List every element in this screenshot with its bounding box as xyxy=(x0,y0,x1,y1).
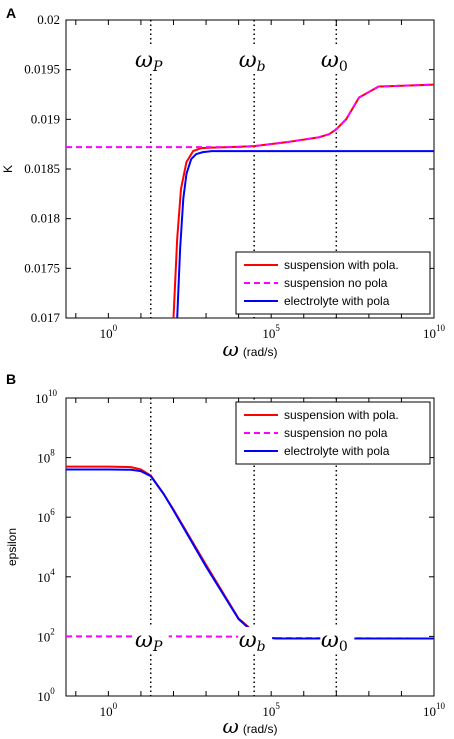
x-tick-label: 100 xyxy=(100,323,118,341)
x-tick-label-exp: 10 xyxy=(436,701,446,711)
y-tick-label: 1010 xyxy=(35,388,58,406)
marker-label-omega-0: ω0 xyxy=(321,628,348,655)
series-group xyxy=(66,83,434,318)
marker-label-bg xyxy=(238,47,273,73)
panel-label: B xyxy=(6,371,16,387)
marker-label-omega-P: ωP xyxy=(135,48,163,75)
marker-label-bg xyxy=(238,627,273,653)
x-axis-symbol: ω xyxy=(223,714,239,738)
y-tick-label: 0.0195 xyxy=(24,62,60,77)
y-tick-label: 102 xyxy=(37,626,55,644)
legend-label-0: suspension with pola. xyxy=(284,258,399,272)
marker-label-bg xyxy=(134,627,169,653)
legend-label-1: suspension no pola xyxy=(284,276,388,290)
y-tick-label-exp: 0 xyxy=(50,686,55,696)
y-tick-label-base: 10 xyxy=(37,629,50,644)
marker-symbol: ω xyxy=(135,48,153,73)
y-tick-label-base: 10 xyxy=(35,391,48,406)
x-tick-label: 100 xyxy=(100,701,118,719)
y-tick-label: 100 xyxy=(37,686,55,704)
legend: suspension with pola. suspension no pola e… xyxy=(235,401,431,465)
y-tick-label: 106 xyxy=(37,507,55,525)
marker-label-bg xyxy=(134,47,169,73)
legend-label-2: electrolyte with pola xyxy=(284,294,390,308)
marker-label-omega-P: ωP xyxy=(135,628,163,655)
marker-symbol: ω xyxy=(239,48,257,73)
y-axis-label: epsilon xyxy=(5,528,19,566)
series-line-2 xyxy=(176,150,434,318)
marker-subscript: P xyxy=(152,639,163,655)
y-tick-label: 0.0185 xyxy=(24,161,60,176)
marker-subscript: b xyxy=(257,59,266,75)
x-tick-label-exp: 10 xyxy=(436,323,446,333)
legend-box xyxy=(235,401,431,465)
y-tick-label: 104 xyxy=(37,567,55,585)
marker-label-omega-b: ωb xyxy=(239,48,266,75)
y-tick-label-exp: 4 xyxy=(50,567,55,577)
x-tick-label: 1010 xyxy=(423,323,446,341)
y-tick-label: 0.02 xyxy=(37,12,60,27)
marker-label-omega-b: ωb xyxy=(239,628,266,655)
x-tick-label-exp: 0 xyxy=(113,323,118,333)
y-tick-label: 108 xyxy=(37,448,55,466)
y-tick-label-base: 10 xyxy=(37,689,50,704)
marker-symbol: ω xyxy=(239,628,257,653)
marker-symbol: ω xyxy=(135,628,153,653)
marker-subscript: b xyxy=(257,639,266,655)
panel-label: A xyxy=(6,5,16,21)
x-tick-label-base: 10 xyxy=(100,326,113,341)
marker-symbol: ω xyxy=(321,628,339,653)
marker-subscript: 0 xyxy=(339,59,348,75)
x-axis-symbol: ω xyxy=(223,337,239,361)
marker-subscript: 0 xyxy=(339,639,348,655)
y-tick-label-base: 10 xyxy=(37,451,50,466)
y-axis-label: K xyxy=(1,165,15,173)
marker-label-omega-0: ω0 xyxy=(321,48,348,75)
x-tick-label-base: 10 xyxy=(262,326,275,341)
marker-label-bg xyxy=(320,47,355,73)
x-tick-label: 105 xyxy=(262,323,280,341)
legend-label-2: electrolyte with pola xyxy=(284,444,390,458)
y-tick-label-base: 10 xyxy=(37,570,50,585)
x-tick-label-base: 10 xyxy=(423,704,436,719)
x-axis-unit: (rad/s) xyxy=(243,722,278,736)
x-tick-label-base: 10 xyxy=(262,704,275,719)
x-tick-label-exp: 5 xyxy=(275,701,280,711)
x-tick-label-base: 10 xyxy=(100,704,113,719)
y-tick-label: 0.018 xyxy=(31,211,60,226)
y-tick-label-exp: 2 xyxy=(50,626,55,636)
y-tick-label-exp: 8 xyxy=(50,448,55,458)
x-axis-unit: (rad/s) xyxy=(243,345,278,359)
x-tick-label: 105 xyxy=(262,701,280,719)
legend-label-1: suspension no pola xyxy=(284,426,388,440)
y-tick-label-exp: 6 xyxy=(50,507,55,517)
x-tick-label-exp: 0 xyxy=(113,701,118,711)
series-line-1 xyxy=(66,83,434,149)
legend: suspension with pola. suspension no pola e… xyxy=(235,251,431,315)
marker-symbol: ω xyxy=(321,48,339,73)
x-axis-label: ω (rad/s) xyxy=(223,337,278,361)
legend-label-0: suspension with pola. xyxy=(284,408,399,422)
x-tick-label: 1010 xyxy=(423,701,446,719)
y-tick-label: 0.017 xyxy=(31,310,61,325)
x-tick-label-base: 10 xyxy=(423,326,436,341)
y-tick-label-base: 10 xyxy=(37,510,50,525)
y-tick-label: 0.0175 xyxy=(24,260,60,275)
marker-subscript: P xyxy=(152,59,163,75)
y-tick-label-exp: 10 xyxy=(48,388,58,398)
marker-label-bg xyxy=(320,627,355,653)
x-axis-label: ω (rad/s) xyxy=(223,714,278,738)
x-tick-label-exp: 5 xyxy=(275,323,280,333)
y-tick-label: 0.019 xyxy=(31,111,60,126)
